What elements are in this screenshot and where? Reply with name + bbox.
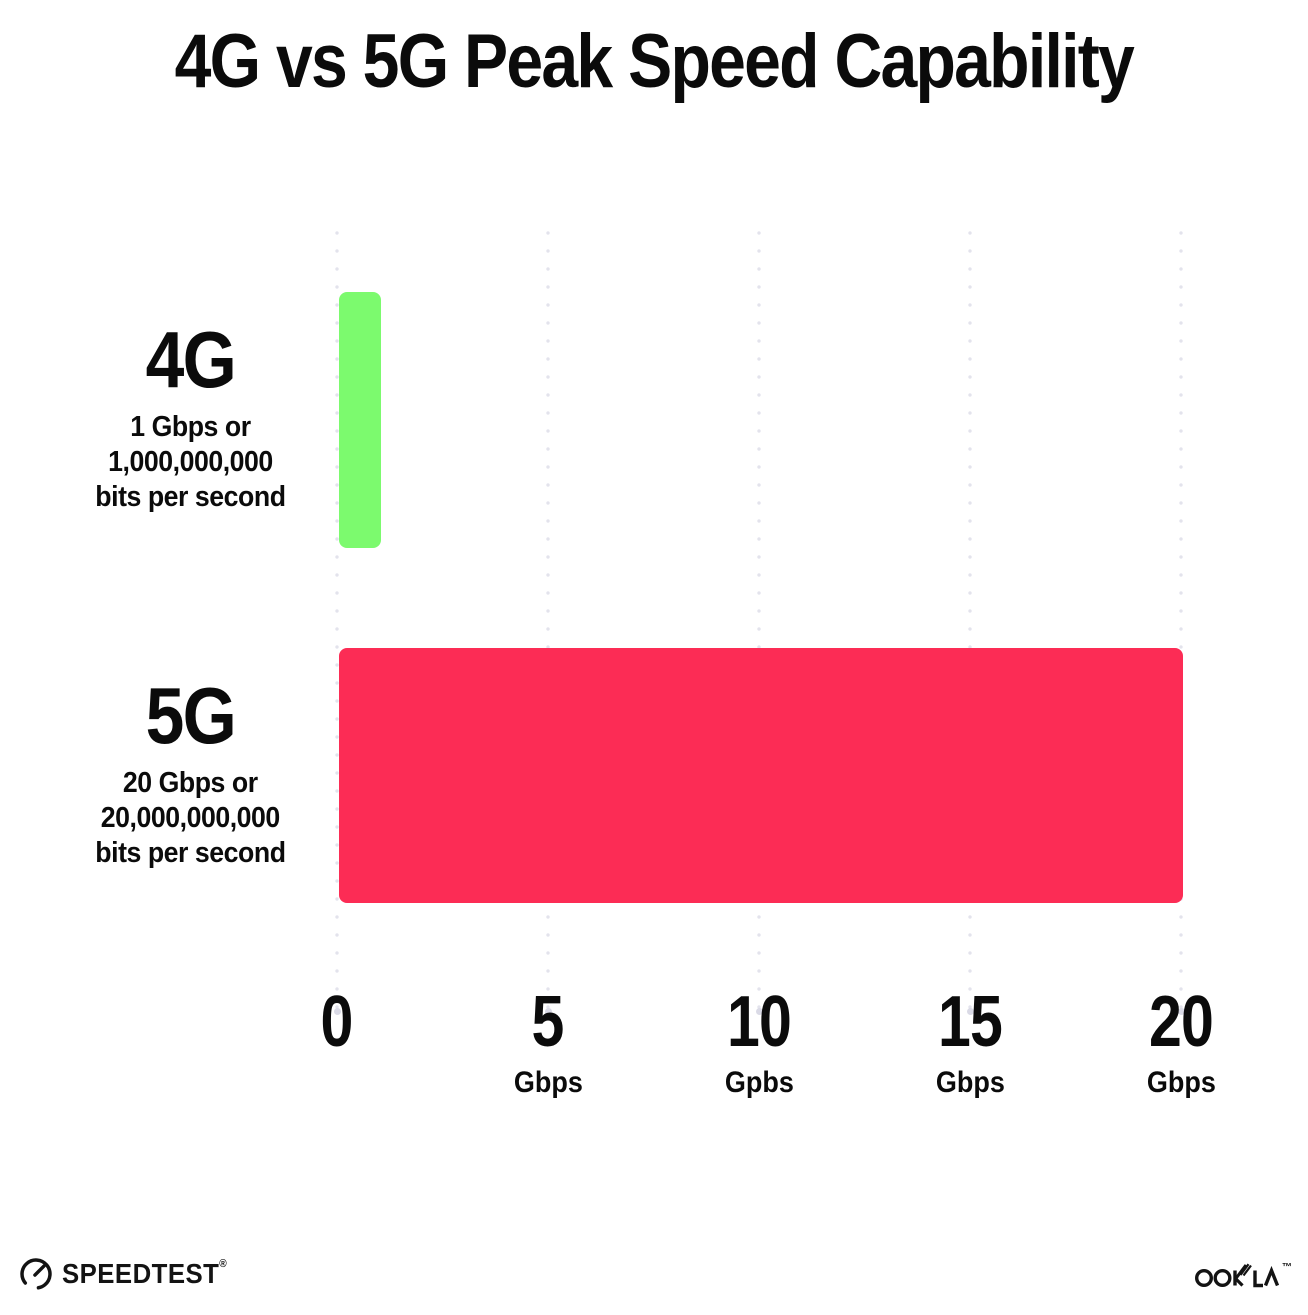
speedtest-wordmark: SPEEDTEST® (62, 1258, 228, 1289)
x-tick-10-unit: Gpbs (724, 1066, 794, 1099)
chart-title-text: 4G vs 5G Peak Speed Capability (174, 19, 1135, 104)
x-tick-10: 10 Gpbs (639, 986, 879, 1098)
x-tick-15-number: 15 (937, 982, 1003, 1062)
ookla-trademark: ™ (1282, 1262, 1292, 1273)
category-4g-desc-line3: bits per second (94, 481, 286, 513)
x-tick-20: 20 Gbps (1061, 986, 1301, 1098)
x-axis: 0 5 Gbps 10 Gpbs 15 Gbps 20 Gbps (321, 986, 1216, 1106)
category-4g-name: 4G (145, 315, 236, 404)
x-tick-10-number: 10 (726, 982, 792, 1062)
bar-5g (339, 648, 1183, 903)
category-5g-description: 20 Gbps or 20,000,000,000 bits per secon… (43, 766, 337, 871)
x-tick-5: 5 Gbps (428, 986, 668, 1098)
x-tick-20-unit: Gbps (1146, 1066, 1216, 1099)
x-tick-20-number: 20 (1148, 982, 1214, 1062)
category-label-column: 4G 1 Gbps or 1,000,000,000 bits per seco… (43, 224, 337, 1012)
ookla-wordmark-icon (1195, 1263, 1280, 1288)
category-5g-desc-line3: bits per second (94, 837, 286, 869)
gridline-20 (1177, 224, 1185, 1015)
category-4g-desc-line2: 1,000,000,000 (107, 446, 273, 478)
category-4g-description: 1 Gbps or 1,000,000,000 bits per second (43, 410, 337, 515)
plot-area (333, 224, 1185, 1015)
category-5g-name: 5G (145, 671, 236, 760)
x-tick-15-unit: Gbps (935, 1066, 1005, 1099)
x-tick-15: 15 Gbps (850, 986, 1090, 1098)
category-5g-desc-line2: 20,000,000,000 (100, 802, 280, 834)
bar-4g (339, 292, 382, 548)
speedometer-icon (20, 1258, 52, 1290)
x-tick-0-number: 0 (320, 982, 354, 1062)
gridline-0 (333, 224, 341, 1015)
gridline-5 (544, 224, 552, 1015)
gridline-10 (755, 224, 763, 1015)
ookla-logo: ™ (1195, 1250, 1292, 1294)
chart-title: 4G vs 5G Peak Speed Capability (0, 18, 1308, 105)
category-4g-desc-line1: 1 Gbps or (129, 411, 251, 443)
category-5g-desc-line1: 20 Gbps or (122, 767, 258, 799)
category-5g: 5G 20 Gbps or 20,000,000,000 bits per se… (43, 676, 337, 871)
x-tick-0-unit (217, 1068, 457, 1098)
gridline-15 (966, 224, 974, 1015)
x-tick-0: 0 (217, 986, 457, 1098)
x-tick-5-unit: Gbps (513, 1066, 583, 1099)
x-tick-5-number: 5 (531, 982, 565, 1062)
speedtest-trademark: ® (219, 1258, 228, 1270)
category-4g: 4G 1 Gbps or 1,000,000,000 bits per seco… (43, 320, 337, 515)
speedtest-logo: SPEEDTEST® (18, 1256, 242, 1292)
